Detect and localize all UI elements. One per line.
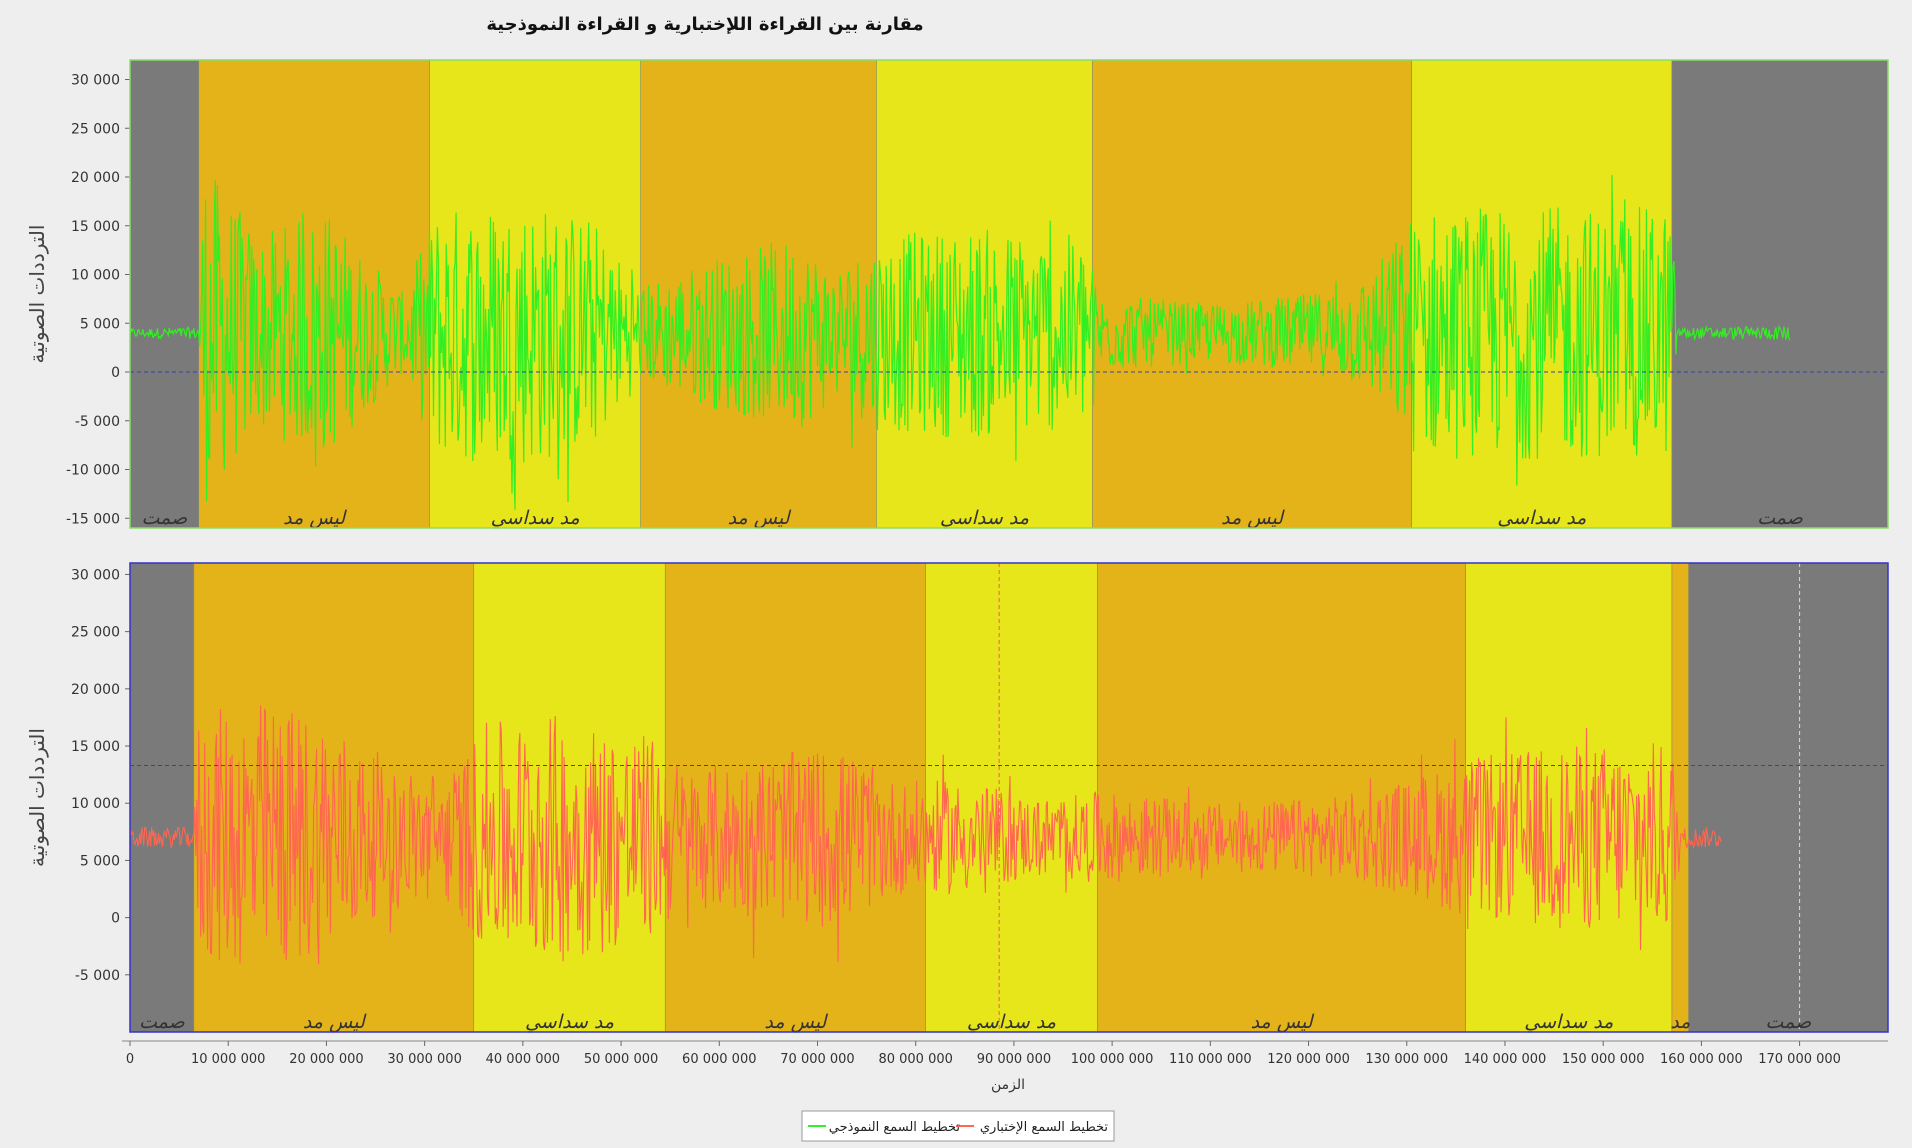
bottom-ytick-label-7: 30 000: [71, 567, 120, 583]
bottom-segment-label-1: ليس مد: [303, 1011, 367, 1033]
top-segment-label-0: صمت: [141, 507, 188, 529]
x-tick-label-7: 70 000 000: [780, 1052, 854, 1067]
top-waveform-line: [129, 175, 1791, 510]
bottom-ytick-label-0: -5 000: [75, 968, 120, 984]
top-segment-label-3: ليس مد: [728, 507, 792, 529]
bottom-segment-label-4: مد سداسي: [967, 1011, 1056, 1033]
bottom-segment-0: [129, 562, 195, 1033]
chart-marks: -15 000 -10 000 -5 000 0 5 000 10 000 15 000 20…: [25, 59, 1889, 1142]
legend-label-1: تخطيط السمع النموذجي: [829, 1120, 961, 1135]
top-ytick-label-4: 5 000: [80, 316, 120, 332]
top-ytick-label-6: 15 000: [71, 219, 120, 235]
x-tick-label-10: 100 000 000: [1071, 1052, 1154, 1067]
top-segment-5: [1092, 59, 1412, 529]
top-y-axis-label: الترددات الصوتية: [25, 225, 49, 364]
x-tick-label-17: 170 000 000: [1758, 1052, 1841, 1067]
x-tick-label-8: 80 000 000: [878, 1052, 952, 1067]
x-tick-label-5: 50 000 000: [584, 1052, 658, 1067]
bottom-segment-label-3: ليس مد: [764, 1011, 828, 1033]
top-segment-4: [876, 59, 1093, 529]
legend-label-0: تخطيط السمع الإختباري: [980, 1120, 1109, 1135]
bottom-segment-6: [1465, 562, 1673, 1033]
bottom-segment-label-2: مد سداسي: [525, 1011, 614, 1033]
top-ytick-label-1: -10 000: [66, 463, 120, 479]
bottom-ytick-label-3: 10 000: [71, 796, 120, 812]
x-tick-label-14: 140 000 000: [1464, 1052, 1547, 1067]
x-axis-label: الزمن: [991, 1077, 1025, 1093]
top-segment-label-6: مد سداسي: [1497, 507, 1586, 529]
top-ytick-label-0: -15 000: [66, 511, 120, 527]
bottom-waveform-line: [129, 705, 1722, 965]
top-ytick-label-3: 0: [111, 365, 120, 381]
top-segment-0: [129, 59, 200, 529]
bottom-ytick-label-1: 0: [111, 911, 120, 927]
top-segment-label-5: ليس مد: [1221, 507, 1285, 529]
top-ytick-label-8: 25 000: [71, 121, 120, 137]
bottom-segment-4: [925, 562, 1098, 1033]
top-ytick-label-7: 20 000: [71, 170, 120, 186]
bottom-ytick-label-6: 25 000: [71, 625, 120, 641]
top-segment-7: [1671, 59, 1889, 529]
x-tick-label-16: 160 000 000: [1660, 1052, 1743, 1067]
bottom-ytick-label-5: 20 000: [71, 682, 120, 698]
bottom-segment-label-0: صمت: [139, 1011, 186, 1033]
bottom-panel: -5 000 0 5 000 10 000 15 000 20 000 25 000 30 0…: [25, 562, 1889, 1033]
x-tick-label-9: 90 000 000: [977, 1052, 1051, 1067]
x-tick-label-3: 30 000 000: [387, 1052, 461, 1067]
top-segment-label-4: مد سداسي: [940, 507, 1029, 529]
top-segment-label-2: مد سداسي: [491, 507, 580, 529]
chart-title: مقارنة بين القراءة اللإختبارية و القراءة…: [486, 14, 923, 35]
bottom-plot-border: [129, 562, 1889, 1033]
top-ytick-label-2: -5 000: [75, 414, 120, 430]
x-tick-label-6: 60 000 000: [682, 1052, 756, 1067]
top-ytick-label-9: 30 000: [71, 73, 120, 89]
top-ytick-label-5: 10 000: [71, 268, 120, 284]
top-segment-label-7: صمت: [1757, 507, 1804, 529]
x-tick-label-11: 110 000 000: [1169, 1052, 1252, 1067]
x-tick-label-2: 20 000 000: [289, 1052, 363, 1067]
x-tick-label-12: 120 000 000: [1267, 1052, 1350, 1067]
bottom-y-axis-label: الترددات الصوتية: [25, 728, 49, 867]
top-segment-label-1: ليس مد: [283, 507, 347, 529]
bottom-segment-label-8: صمت: [1765, 1011, 1812, 1033]
top-plot-border: [129, 59, 1889, 529]
top-panel: -15 000 -10 000 -5 000 0 5 000 10 000 15 000 20…: [25, 59, 1889, 529]
bottom-segment-label-5: ليس مد: [1251, 1011, 1315, 1033]
x-tick-label-4: 40 000 000: [486, 1052, 560, 1067]
bottom-segment-label-6: مد سداسي: [1524, 1011, 1613, 1033]
bottom-ytick-label-2: 5 000: [80, 853, 120, 869]
bottom-segment-3: [664, 562, 926, 1033]
x-tick-label-13: 130 000 000: [1365, 1052, 1448, 1067]
x-tick-label-15: 150 000 000: [1562, 1052, 1645, 1067]
x-tick-label-1: 10 000 000: [191, 1052, 265, 1067]
bottom-ytick-label-4: 15 000: [71, 739, 120, 755]
bottom-segment-label-7: مد: [1670, 1011, 1690, 1033]
bottom-segment-8: [1688, 562, 1889, 1033]
x-tick-label-0: 0: [126, 1052, 134, 1067]
bottom-segment-5: [1097, 562, 1466, 1033]
